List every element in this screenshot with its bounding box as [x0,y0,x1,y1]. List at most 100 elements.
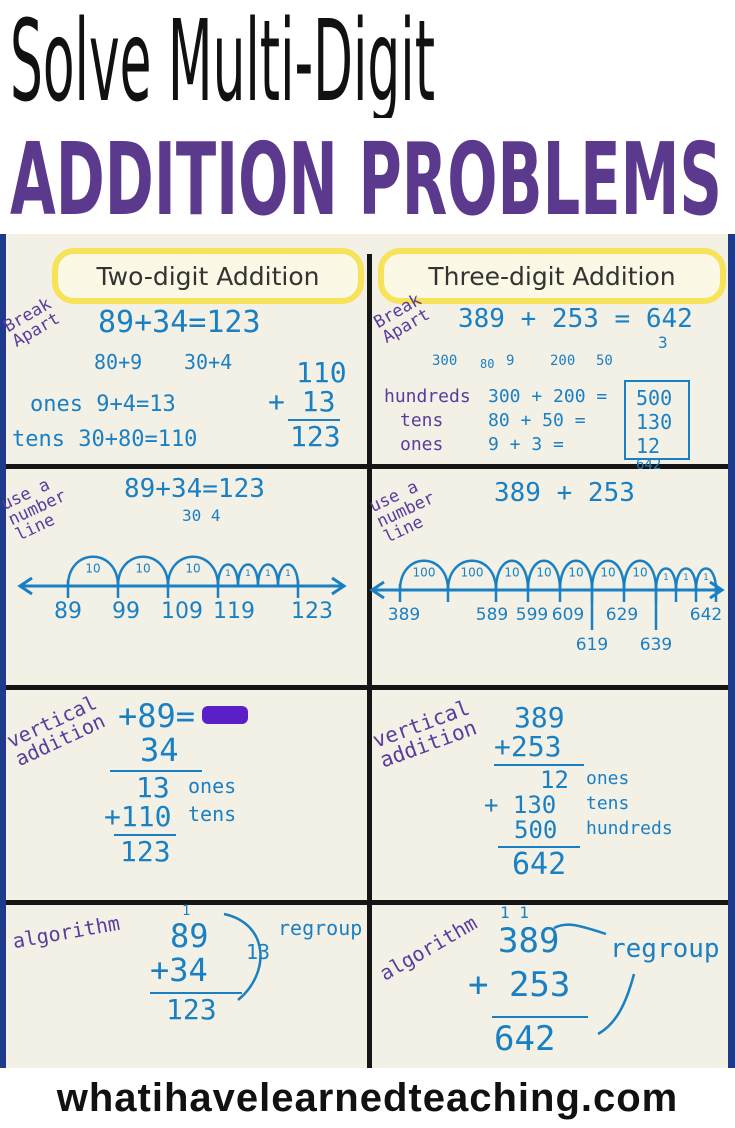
total: 642 [636,457,662,473]
sum-line [492,1016,588,1018]
result-box [624,380,690,460]
stack: 123 [290,420,341,453]
arrow-right-icon [331,576,347,596]
carry: 1 1 [500,903,529,922]
addend: +253 [494,730,562,763]
sum: 642 [494,1019,556,1059]
tick-label: 123 [291,599,333,624]
result: 130 [636,410,673,434]
place-label: ones [400,434,444,455]
divider-vertical [367,254,372,1068]
header-three-digit: Three-digit Addition [378,248,726,304]
equation: 89+34=123 [124,474,265,504]
jump-arc [166,555,220,587]
divider-row-2 [6,685,728,690]
addend: 389 [498,921,560,961]
tick-label: 109 [161,599,203,624]
jump-arc [446,559,498,591]
partial: +110 [104,800,172,833]
sum-line [110,770,202,772]
partial: 500 [514,816,558,844]
tick-label: 609 [552,605,584,625]
jump-arc [494,559,530,591]
partial: + 130 [484,791,557,819]
place-label: tens [586,793,630,814]
partial: 12 [540,766,569,794]
title-line-1: Solve Multi-Digit [10,0,435,118]
split: 9 [506,353,515,369]
place-label: hundreds [586,818,673,839]
sum: 123 [120,835,171,868]
jump-arc [66,555,120,587]
stack: 110 [296,356,347,389]
split: 30+4 [184,350,233,374]
jump-label: 10 [568,566,583,580]
jump-label: 10 [185,562,200,576]
title-line-2-wrap: ADDITION PROBLEMS [10,121,722,230]
jump-arc [558,559,594,591]
jump-label: 1 [245,569,251,579]
tick-label: 589 [476,605,508,625]
carry: 1 [182,903,191,919]
sum-line [150,992,242,994]
split: 200 [550,353,576,369]
sum-line [494,764,584,766]
place-label: ones [586,768,630,789]
jump-arc [694,567,718,591]
split: 80 [480,357,495,371]
jump-label: 10 [600,566,615,580]
jump-label: 10 [536,566,551,580]
expression: 9 + 3 = [488,434,564,455]
note: 13 [246,940,271,964]
regroup-note: regroup [278,916,363,940]
equation: 389 + 253 = 642 [458,304,693,334]
expression: 80 + 50 = [488,410,586,431]
addend: 34 [140,731,179,769]
title-line-1-wrap: Solve Multi-Digit [10,0,435,118]
regroup-note: regroup [610,934,720,964]
jump-arc [116,555,170,587]
jump-label: 100 [413,566,436,580]
jump-label: 10 [85,562,100,576]
jump-label: 1 [225,569,231,579]
carry: 3 [658,333,668,352]
partial: 13 [136,771,170,804]
addend: +89= [118,697,196,735]
jump-arc [398,559,450,591]
ones-row: ones 9+4=13 [30,392,176,417]
jump-arc [590,559,626,591]
jump-label: 1 [285,569,291,579]
split: 300 [432,353,458,369]
jump-label: 1 [265,569,271,579]
split: 30 4 [182,506,221,525]
arrow-right-icon [709,580,725,600]
tick-label: 119 [213,599,255,624]
jump-arc [622,559,658,591]
regroup-arrow-icon [553,923,607,936]
place-label: hundreds [384,386,471,407]
split: 50 [596,353,613,369]
divider-row-1 [6,464,728,469]
tick-label: 642 [690,605,722,625]
addend: 389 [514,701,565,734]
split: 80+9 [94,350,143,374]
header-two-digit: Two-digit Addition [52,248,364,304]
sum: 123 [166,993,217,1026]
place-label: tens [188,802,237,826]
sum-line [288,419,340,421]
tick-label: 99 [112,599,140,624]
equation: 89+34=123 [98,305,261,340]
tick-label: 639 [640,635,672,655]
jump-label: 10 [632,566,647,580]
sum-line [498,846,580,848]
title-line-2: ADDITION PROBLEMS [10,121,722,230]
place-label: tens [400,410,444,431]
jump-label: 10 [504,566,519,580]
scribble-mark [202,706,248,724]
tick-label: 619 [576,635,608,655]
tick-label: 629 [606,605,638,625]
arrow-left-icon [369,580,385,600]
addend: 89 [170,917,209,955]
addend: + 253 [468,965,571,1005]
